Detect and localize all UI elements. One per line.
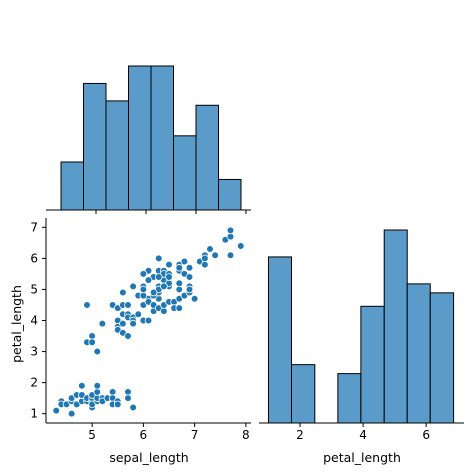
sepal-petal-scatter-plot: 5 6 7 8 1 2 3 4 5 6 7 [30, 218, 251, 442]
scatter-point [78, 381, 86, 390]
histogram-bar [218, 178, 242, 211]
scatter-point [139, 270, 148, 278]
scatter-point [190, 294, 199, 303]
histogram-bar [150, 65, 174, 211]
scatter-x-tick-label: 7 [191, 428, 199, 442]
scatter-point [98, 319, 107, 328]
scatter-point [226, 226, 235, 235]
scatter-point [226, 232, 235, 241]
scatter-point [124, 301, 132, 309]
scatter-x-tick-label: 6 [140, 428, 148, 442]
scatter-point [52, 406, 61, 415]
right-hist-x-tick-label: 2 [296, 428, 304, 442]
histogram-bar [360, 305, 385, 424]
scatter-y-tick-label: 6 [30, 251, 38, 265]
scatter-point [67, 409, 76, 418]
histogram-bar [337, 373, 362, 424]
scatter-x-tick-label: 5 [88, 428, 96, 442]
sepal-length-x-axis-label: sepal_length [109, 450, 188, 465]
scatter-point [124, 394, 132, 402]
scatter-point [88, 332, 96, 340]
scatter-point [236, 242, 245, 250]
petal-length-x-axis-label: petal_length [323, 450, 401, 465]
scatter-point [108, 388, 117, 396]
scatter-point [175, 279, 184, 288]
histogram-bar [383, 229, 408, 424]
petal-length-histogram: 2 4 6 [259, 229, 464, 442]
scatter-point [93, 388, 102, 396]
histogram-bar [267, 256, 292, 424]
scatter-point [201, 254, 209, 263]
scatter-point [185, 273, 194, 281]
scatter-point [113, 400, 122, 409]
histogram-bar [429, 292, 455, 424]
scatter-y-tick-label: 4 [30, 314, 38, 328]
scatter-point [149, 288, 158, 297]
scatter-y-tick-label: 3 [30, 345, 38, 359]
histogram-bar [83, 82, 107, 211]
scatter-point [154, 273, 163, 281]
scatter-point [129, 282, 137, 291]
scatter-point [160, 282, 168, 291]
scatter-y-tick-label: 5 [30, 282, 38, 296]
scatter-point [119, 288, 127, 297]
scatter-point [185, 285, 194, 294]
scatter-point [165, 260, 173, 269]
scatter-point [129, 319, 137, 328]
scatter-point [124, 332, 132, 340]
histogram-bar [406, 283, 431, 424]
scatter-point [119, 319, 127, 328]
histogram-bar [173, 135, 197, 211]
histogram-bar [128, 65, 152, 211]
scatter-x-tick-label: 8 [242, 428, 250, 442]
histogram-bar [60, 161, 84, 211]
scatter-point [124, 388, 132, 396]
scatter-point [175, 304, 184, 312]
scatter-point [201, 260, 209, 269]
scatter-point [180, 257, 189, 266]
scatter-point [93, 347, 102, 356]
right-hist-x-tick-label: 6 [422, 428, 430, 442]
scatter-point [134, 310, 143, 319]
histogram-bar [105, 100, 129, 211]
scatter-point [175, 263, 184, 272]
scatter-point [175, 285, 184, 294]
scatter-point [185, 263, 194, 272]
scatter-point [144, 276, 153, 284]
scatter-point [139, 291, 148, 300]
scatter-point [83, 301, 91, 309]
scatter-y-tick-label: 2 [30, 376, 38, 390]
scatter-point [206, 245, 214, 253]
scatter-point [154, 254, 163, 263]
scatter-point [88, 338, 96, 347]
scatter-point [139, 285, 148, 294]
scatter-point [211, 251, 219, 260]
scatter-point [226, 251, 235, 260]
histogram-bar [290, 364, 316, 424]
histogram-bar [195, 104, 219, 211]
scatter-point [129, 403, 137, 412]
scatter-point [160, 307, 168, 315]
scatter-point [93, 381, 102, 390]
scatter-point [165, 273, 173, 281]
right-hist-x-tick-label: 4 [359, 428, 367, 442]
scatter-y-tick-label: 1 [30, 407, 38, 421]
petal-length-y-axis-label: petal_length [9, 285, 24, 363]
scatter-point [144, 316, 153, 325]
scatter-y-tick-label: 7 [30, 220, 38, 234]
sepal-length-histogram [46, 65, 251, 214]
